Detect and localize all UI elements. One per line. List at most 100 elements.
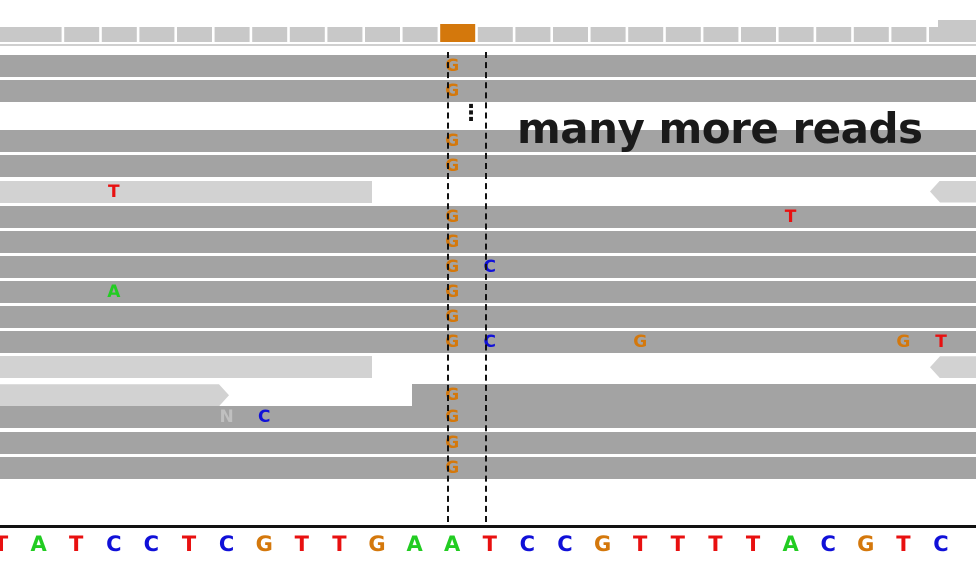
mismatch-base-G: G: [633, 332, 648, 353]
variant-position-marker-left: [447, 52, 449, 522]
reference-base-G: G: [255, 532, 273, 556]
coverage-bar: [252, 27, 288, 42]
reference-base-A: A: [30, 532, 47, 556]
reference-base-T: T: [69, 532, 84, 556]
read[interactable]: [930, 356, 976, 379]
coverage-bar: [365, 27, 400, 42]
mismatch-base-G: G: [445, 131, 460, 152]
coverage-bar: [628, 27, 664, 42]
coverage-bar: [64, 27, 100, 42]
reference-separator: [0, 525, 976, 528]
read[interactable]: [0, 306, 976, 328]
mismatch-base-N: N: [219, 407, 234, 428]
mismatch-base-G: G: [445, 256, 460, 277]
reference-base-T: T: [294, 532, 309, 556]
coverage-bar-variant: [440, 24, 476, 42]
mismatch-base-G: G: [445, 432, 460, 453]
mismatch-base-G: G: [445, 332, 460, 353]
reference-base-C: C: [820, 532, 836, 556]
coverage-bar: [553, 27, 588, 42]
coverage-bar: [0, 27, 35, 42]
coverage-bar: [703, 27, 739, 42]
coverage-bar: [665, 27, 701, 42]
reference-base-G: G: [593, 532, 612, 556]
reference-base-T: T: [745, 532, 761, 556]
mismatch-base-G: G: [445, 457, 460, 478]
coverage-bar: [938, 20, 976, 42]
mismatch-base-G: G: [896, 332, 911, 353]
reference-base-C: C: [106, 532, 122, 556]
reference-base-C: C: [519, 532, 536, 556]
reference-base-C: C: [933, 532, 949, 556]
variant-position-marker-right: [485, 52, 487, 522]
reference-base-G: G: [857, 532, 875, 556]
read[interactable]: [0, 331, 976, 354]
coverage-bar: [590, 27, 626, 42]
read[interactable]: [0, 180, 372, 203]
reference-base-T: T: [332, 532, 347, 556]
read[interactable]: [0, 130, 976, 153]
mismatch-base-C: C: [257, 407, 271, 428]
mismatch-base-A: A: [107, 281, 121, 302]
coverage-bar: [853, 27, 889, 42]
read[interactable]: [0, 356, 372, 379]
reference-base-A: A: [444, 532, 461, 556]
read[interactable]: [0, 80, 976, 103]
reference-base-T: T: [633, 532, 648, 556]
coverage-bar: [214, 27, 250, 42]
read[interactable]: [0, 384, 229, 406]
coverage-bar: [402, 27, 438, 42]
mismatch-base-C: C: [483, 256, 497, 277]
read[interactable]: [0, 155, 976, 178]
mismatch-base-T: T: [784, 206, 797, 227]
many-more-reads-label: many more reads: [517, 104, 923, 153]
reference-base-C: C: [143, 532, 160, 556]
coverage-track: [0, 20, 976, 46]
coverage-bar: [327, 27, 363, 42]
coverage-bar: [741, 27, 776, 42]
reference-base-T: T: [670, 532, 685, 556]
coverage-bar: [289, 27, 325, 42]
read[interactable]: [930, 180, 976, 203]
mismatch-base-T: T: [107, 181, 120, 202]
mismatch-base-C: C: [483, 332, 497, 353]
reference-base-T: T: [0, 532, 9, 556]
read[interactable]: [0, 205, 976, 228]
coverage-bar: [139, 27, 175, 42]
mismatch-base-G: G: [445, 56, 460, 76]
mismatch-base-G: G: [445, 81, 460, 102]
reference-base-A: A: [782, 532, 799, 556]
read[interactable]: [0, 431, 976, 454]
mismatch-base-G: G: [445, 156, 460, 177]
reference-base-C: C: [557, 532, 573, 556]
mismatch-base-G: G: [445, 407, 460, 428]
coverage-bar: [26, 27, 62, 42]
mismatch-base-G: G: [445, 307, 460, 327]
read[interactable]: [0, 230, 976, 253]
reference-base-G: G: [368, 532, 386, 556]
reference-base-T: T: [896, 532, 911, 556]
read[interactable]: [0, 280, 976, 303]
reference-base-T: T: [708, 532, 723, 556]
read[interactable]: [0, 406, 976, 429]
reference-base-T: T: [482, 532, 497, 556]
vertical-ellipsis: ⋮: [460, 101, 482, 126]
mismatch-base-G: G: [445, 231, 460, 252]
coverage-bar: [101, 27, 137, 42]
coverage-bar: [477, 27, 513, 42]
mismatch-base-G: G: [445, 281, 460, 302]
coverage-bar: [891, 27, 927, 42]
coverage-baseline: [0, 44, 976, 46]
reference-base-A: A: [406, 532, 423, 556]
reference-base-C: C: [218, 532, 235, 556]
read[interactable]: [412, 384, 976, 407]
mismatch-base-G: G: [445, 206, 460, 227]
coverage-bar: [778, 27, 814, 42]
coverage-bar: [816, 27, 852, 42]
read[interactable]: [0, 456, 976, 479]
read[interactable]: [0, 55, 976, 77]
read[interactable]: [0, 255, 976, 278]
coverage-bar: [177, 27, 212, 42]
mismatch-base-T: T: [935, 332, 947, 353]
